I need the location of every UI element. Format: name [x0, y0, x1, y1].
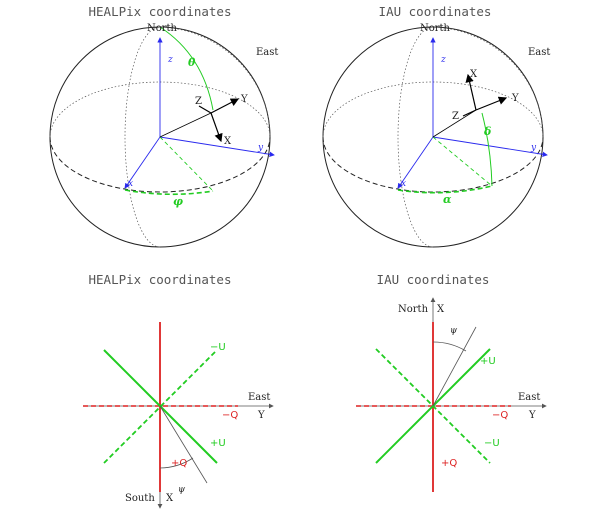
basis-x-label: X — [470, 69, 478, 80]
plus-u-label: +U — [210, 438, 226, 449]
east-label: East — [528, 47, 550, 58]
psi-arc — [432, 341, 467, 352]
phi-arc — [124, 189, 214, 196]
equator-front — [322, 136, 544, 193]
radial-line — [432, 109, 477, 138]
basis-z-label: Z — [452, 111, 459, 122]
delta-arc — [481, 112, 493, 187]
basis-x-arrow — [465, 73, 477, 111]
theta-label: θ — [188, 56, 196, 69]
psi-label: ψ — [450, 326, 458, 336]
y-axis — [159, 136, 275, 157]
psi-direction-line — [159, 405, 208, 484]
minus-u-label: −U — [210, 342, 226, 353]
minus-q-label: −Q — [222, 410, 238, 421]
plus-q-label: +Q — [441, 458, 457, 469]
radial-line — [159, 112, 212, 138]
healpix-polarization-panel: HEALPix coordinates ψ −U +U −Q +Q East Y… — [83, 272, 274, 509]
x-axis-label: x — [128, 179, 133, 189]
basis-x-arrow — [210, 112, 223, 143]
iau-polarization-panel: IAU coordinates ψ +U −U −Q +Q North X Ea… — [356, 272, 547, 492]
y-axis — [432, 136, 548, 157]
psi-direction-line — [432, 326, 477, 407]
meridian — [397, 26, 434, 248]
healpix-sphere-panel: HEALPix coordinates z y x θ φ Y X Z Nort… — [49, 4, 278, 248]
x-axis-label: X — [437, 304, 445, 315]
basis-y-label: Y — [511, 93, 519, 104]
basis-z-label: Z — [195, 96, 202, 107]
basis-y-arrow — [210, 98, 240, 114]
basis-z-arrow — [198, 105, 212, 114]
equator-front — [49, 136, 271, 193]
panel-title: IAU coordinates — [379, 4, 492, 19]
phi-label: φ — [173, 195, 183, 208]
panel-title: HEALPix coordinates — [89, 4, 232, 19]
north-label: North — [420, 23, 451, 34]
alpha-arc — [397, 185, 493, 194]
y-axis-label: Y — [528, 410, 536, 421]
east-label: East — [256, 47, 278, 58]
u-dashed-line — [103, 349, 218, 464]
east-label: East — [518, 392, 540, 403]
y-axis-label: y — [257, 143, 264, 153]
panel-title: HEALPix coordinates — [89, 272, 232, 287]
south-label: South — [125, 493, 155, 504]
psi-label: ψ — [178, 485, 186, 495]
iau-sphere-panel: IAU coordinates z y x δ α Y X Z North Ea… — [322, 4, 550, 248]
plus-u-label: +U — [480, 356, 496, 367]
plus-q-label: +Q — [171, 458, 187, 469]
alpha-label: α — [443, 193, 452, 206]
meridian — [124, 26, 161, 248]
psi-arc — [159, 457, 194, 469]
north-label: North — [398, 304, 429, 315]
x-axis — [124, 136, 161, 189]
azimuth-projection — [159, 136, 214, 192]
meridian-east — [159, 26, 271, 138]
basis-y-arrow — [475, 96, 508, 111]
meridian-east — [432, 26, 544, 138]
azimuth-projection — [432, 136, 493, 187]
basis-x-label: X — [224, 136, 232, 147]
minus-q-label: −Q — [492, 410, 508, 421]
theta-arc — [159, 26, 214, 111]
x-axis-label: X — [166, 493, 174, 504]
z-axis-label: z — [440, 55, 446, 65]
y-axis-label: Y — [257, 410, 265, 421]
north-label: North — [147, 23, 178, 34]
x-axis-label: x — [401, 179, 406, 189]
minus-u-label: −U — [484, 438, 500, 449]
y-axis-label: y — [530, 143, 537, 153]
panel-title: IAU coordinates — [377, 272, 490, 287]
basis-z-arrow — [462, 109, 477, 117]
x-axis — [397, 136, 434, 189]
z-axis-label: z — [167, 55, 173, 65]
basis-y-label: Y — [240, 94, 248, 105]
delta-label: δ — [483, 125, 491, 138]
east-label: East — [248, 392, 270, 403]
